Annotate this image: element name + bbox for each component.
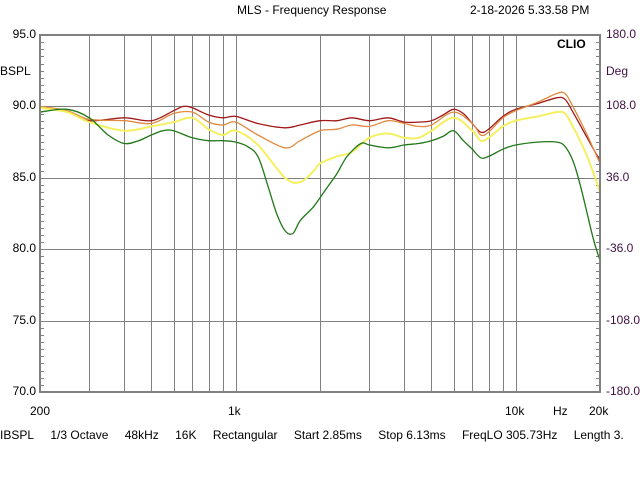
x-axis-unit: Hz bbox=[553, 404, 568, 418]
response-curves bbox=[39, 91, 601, 261]
footer-mls-size: 16K bbox=[175, 428, 197, 442]
footer-smoothing: 1/3 Octave bbox=[50, 428, 109, 442]
footer-freqlo: FreqLO 305.73Hz bbox=[461, 428, 558, 442]
left-tick-label: 70.0 bbox=[12, 384, 36, 398]
yellow-response-curve bbox=[39, 106, 601, 193]
right-tick-label: -36.0 bbox=[606, 241, 634, 255]
left-axis-unit: BSPL bbox=[0, 64, 31, 78]
footer-start: Start 2.85ms bbox=[293, 428, 362, 442]
x-tick-label: 200 bbox=[30, 404, 51, 418]
right-tick-label: 108.0 bbox=[606, 98, 637, 112]
x-tick-label: 20k bbox=[589, 404, 609, 418]
right-axis-unit: Deg bbox=[606, 64, 629, 78]
orange-response-curve bbox=[39, 91, 601, 164]
grid-lines bbox=[40, 35, 600, 393]
footer-window: Rectangular bbox=[212, 428, 278, 442]
chart-title: MLS - Frequency Response bbox=[237, 3, 387, 17]
x-tick-label: 1k bbox=[228, 404, 241, 418]
footer-unit: IBSPL bbox=[0, 428, 35, 442]
x-tick-label: 10k bbox=[505, 404, 525, 418]
left-tick-label: 75.0 bbox=[12, 313, 36, 327]
measurement-settings-bar: IBSPL 1/3 Octave 48kHz 16K Rectangular S… bbox=[0, 428, 637, 442]
footer-stop: Stop 6.13ms bbox=[378, 428, 446, 442]
right-tick-label: 36.0 bbox=[606, 170, 630, 184]
left-tick-label: 85.0 bbox=[12, 170, 36, 184]
red-response-curve bbox=[39, 96, 601, 162]
footer-length: Length 3. bbox=[573, 428, 624, 442]
left-tick-label: 95.0 bbox=[12, 27, 36, 41]
footer-sample-rate: 48kHz bbox=[124, 428, 159, 442]
brand-label: CLIO bbox=[557, 37, 586, 51]
timestamp: 2-18-2026 5.33.58 PM bbox=[470, 3, 590, 17]
green-response-curve bbox=[39, 108, 601, 261]
left-tick-label: 80.0 bbox=[12, 241, 36, 255]
plot-frame bbox=[39, 34, 601, 393]
left-tick-label: 90.0 bbox=[12, 98, 36, 112]
right-tick-label: -108.0 bbox=[606, 313, 640, 327]
right-tick-label: 180.0 bbox=[606, 27, 637, 41]
right-tick-label: -180.0 bbox=[606, 384, 640, 398]
